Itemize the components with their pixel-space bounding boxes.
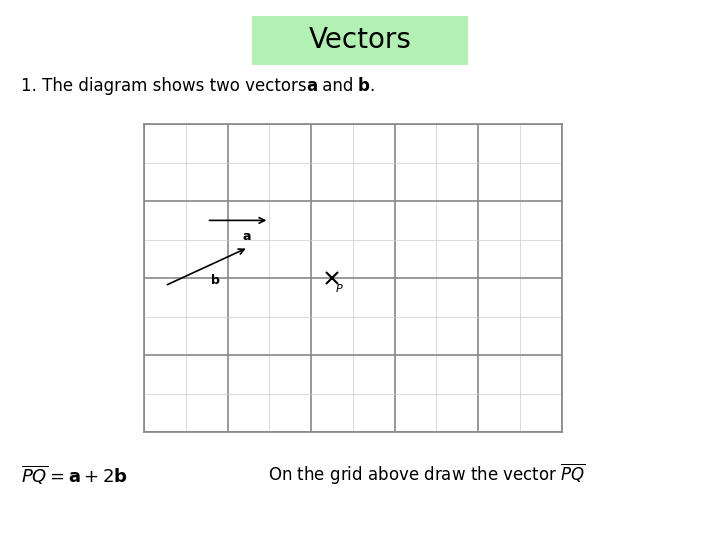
Text: a: a	[307, 77, 318, 96]
Text: $\overline{PQ} = \mathbf{a} + 2\mathbf{b}$: $\overline{PQ} = \mathbf{a} + 2\mathbf{b…	[22, 463, 128, 487]
Text: On the grid above draw the vector $\overline{PQ}$: On the grid above draw the vector $\over…	[269, 462, 586, 488]
Text: Vectors: Vectors	[309, 26, 411, 55]
Text: a: a	[242, 230, 251, 243]
Text: 1. The diagram shows two vectors: 1. The diagram shows two vectors	[22, 77, 312, 96]
Text: b: b	[358, 77, 370, 96]
Text: .: .	[369, 77, 375, 96]
Text: b: b	[210, 274, 220, 287]
Text: P: P	[336, 284, 343, 294]
Text: and: and	[318, 77, 359, 96]
